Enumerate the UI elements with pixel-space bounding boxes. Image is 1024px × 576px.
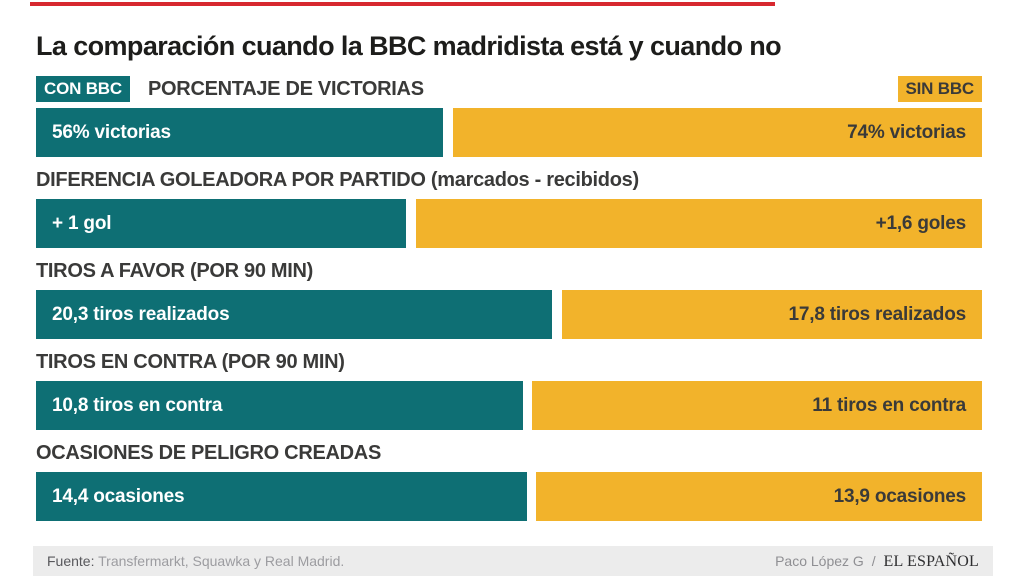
- bar-con-bbc-goleadora: + 1 gol: [36, 199, 406, 248]
- legend-badge-con-bbc: CON BBC: [36, 76, 130, 102]
- author-name: Paco López G: [775, 553, 864, 569]
- footer: Fuente: Transfermarkt, Squawka y Real Ma…: [33, 546, 993, 576]
- bar-label: 17,8 tiros realizados: [788, 304, 967, 325]
- brand-wordmark: EL ESPAÑOL: [883, 553, 979, 570]
- metric-heading-victorias: PORCENTAJE DE VICTORIAS: [148, 78, 424, 100]
- bar-con-bbc-victorias: 56% victorias: [36, 108, 443, 157]
- source-text: Transfermarkt, Squawka y Real Madrid.: [98, 553, 345, 569]
- bar-sin-bbc-tiros-favor: 17,8 tiros realizados: [562, 290, 982, 339]
- bar-sin-bbc-victorias: 74% victorias: [453, 108, 982, 157]
- metric-heading-tiros-contra: TIROS EN CONTRA (POR 90 MIN): [36, 351, 345, 373]
- metric-heading-goleadora: DIFERENCIA GOLEADORA POR PARTIDO (marcad…: [36, 169, 639, 191]
- bar-sin-bbc-tiros-contra: 11 tiros en contra: [532, 381, 982, 430]
- metric-heading-tiros-favor: TIROS A FAVOR (POR 90 MIN): [36, 260, 314, 282]
- bar-con-bbc-tiros-contra: 10,8 tiros en contra: [36, 381, 523, 430]
- bar-label: 20,3 tiros realizados: [52, 304, 230, 325]
- bar-label: 56% victorias: [52, 122, 171, 143]
- bar-label: 13,9 ocasiones: [833, 486, 967, 507]
- source-credit: Fuente: Transfermarkt, Squawka y Real Ma…: [47, 546, 344, 576]
- bar-label: + 1 gol: [52, 213, 112, 234]
- source-label: Fuente:: [47, 553, 95, 569]
- bar-label: 14,4 ocasiones: [52, 486, 185, 507]
- bar-label: 11 tiros en contra: [812, 395, 966, 416]
- bar-sin-bbc-ocasiones: 13,9 ocasiones: [536, 472, 982, 521]
- bar-con-bbc-tiros-favor: 20,3 tiros realizados: [36, 290, 552, 339]
- bar-label: 10,8 tiros en contra: [52, 395, 223, 416]
- bar-label: 74% victorias: [847, 122, 966, 143]
- author-credit: Paco López G / EL ESPAÑOL: [775, 546, 979, 576]
- bar-sin-bbc-goleadora: +1,6 goles: [416, 199, 982, 248]
- credit-separator: /: [871, 553, 876, 569]
- top-accent-line: [30, 2, 775, 6]
- legend-badge-sin-bbc: SIN BBC: [897, 76, 982, 102]
- metric-heading-ocasiones: OCASIONES DE PELIGRO CREADAS: [36, 442, 381, 464]
- legend-row: CON BBC PORCENTAJE DE VICTORIAS SIN BBC: [0, 76, 1024, 102]
- bar-label: +1,6 goles: [875, 213, 967, 234]
- chart-title: La comparación cuando la BBC madridista …: [36, 31, 782, 61]
- bar-con-bbc-ocasiones: 14,4 ocasiones: [36, 472, 527, 521]
